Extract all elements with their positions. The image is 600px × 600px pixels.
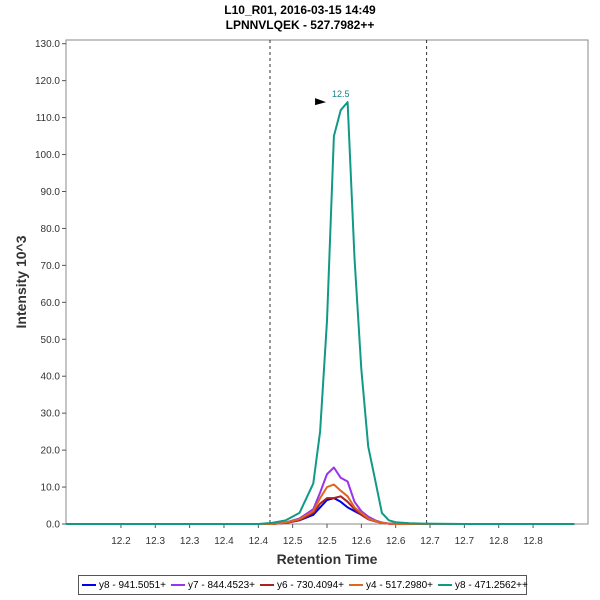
series-line (66, 101, 575, 525)
x-tick-label: 12.3 (180, 536, 200, 547)
y-tick-label: 110.0 (36, 113, 61, 124)
peak-marker (315, 98, 327, 106)
y-tick-label: 120.0 (35, 76, 60, 87)
y-tick-label: 80.0 (41, 224, 61, 235)
legend-swatch (438, 584, 452, 586)
series-line (66, 495, 575, 525)
series-line (66, 466, 575, 525)
legend-item: y6 - 730.4094+ (260, 580, 344, 591)
peak-label: 12.5 (332, 89, 350, 99)
y-tick-label: 20.0 (41, 446, 61, 457)
legend-label: y7 - 844.4523+ (188, 579, 255, 591)
series-line (66, 497, 575, 525)
y-axis-label: Intensity 10^3 (13, 235, 29, 328)
legend-label: y6 - 730.4094+ (277, 579, 344, 591)
legend-item: y4 - 517.2980+ (349, 580, 433, 591)
legend-swatch (82, 584, 96, 586)
chart-subtitle: LPNNVLQEK - 527.7982++ (225, 18, 375, 32)
plot-frame (65, 39, 589, 525)
x-tick-label: 12.7 (420, 536, 440, 547)
x-tick-label: 12.6 (386, 536, 406, 547)
x-tick-label: 12.8 (489, 536, 509, 547)
y-tick-label: 30.0 (41, 409, 61, 420)
legend-label: y8 - 471.2562++ (455, 579, 528, 591)
x-tick-label: 12.8 (523, 536, 543, 547)
x-tick-label: 12.5 (317, 536, 337, 547)
legend-item: y8 - 471.2562++ (438, 580, 528, 591)
x-tick-label: 12.3 (146, 536, 166, 547)
legend-swatch (260, 584, 274, 586)
chart-title: L10_R01, 2016-03-15 14:49 (224, 3, 376, 17)
y-tick-label: 10.0 (41, 483, 61, 494)
legend-item: y8 - 941.5051+ (82, 580, 166, 591)
y-tick-label: 90.0 (41, 187, 61, 198)
x-tick-label: 12.2 (111, 536, 131, 547)
legend-swatch (349, 584, 363, 586)
y-tick-label: 100.0 (35, 150, 60, 161)
y-tick-label: 40.0 (41, 372, 61, 383)
legend-label: y4 - 517.2980+ (366, 579, 433, 591)
y-tick-label: 0.0 (46, 520, 60, 531)
x-tick-label: 12.4 (214, 536, 234, 547)
x-tick-label: 12.4 (249, 536, 269, 547)
chart-legend: y8 - 941.5051+ y7 - 844.4523+ y6 - 730.409… (78, 575, 528, 595)
y-tick-label: 130.0 (35, 39, 60, 50)
legend-label: y8 - 941.5051+ (99, 579, 166, 591)
x-tick-label: 12.5 (283, 536, 303, 547)
y-tick-label: 60.0 (41, 298, 61, 309)
y-tick-label: 70.0 (41, 261, 61, 272)
x-tick-label: 12.6 (352, 536, 372, 547)
x-tick-label: 12.7 (455, 536, 475, 547)
legend-item: y7 - 844.4523+ (171, 580, 255, 591)
x-axis-label: Retention Time (277, 551, 378, 567)
y-tick-label: 50.0 (41, 335, 61, 346)
legend-swatch (171, 584, 185, 586)
